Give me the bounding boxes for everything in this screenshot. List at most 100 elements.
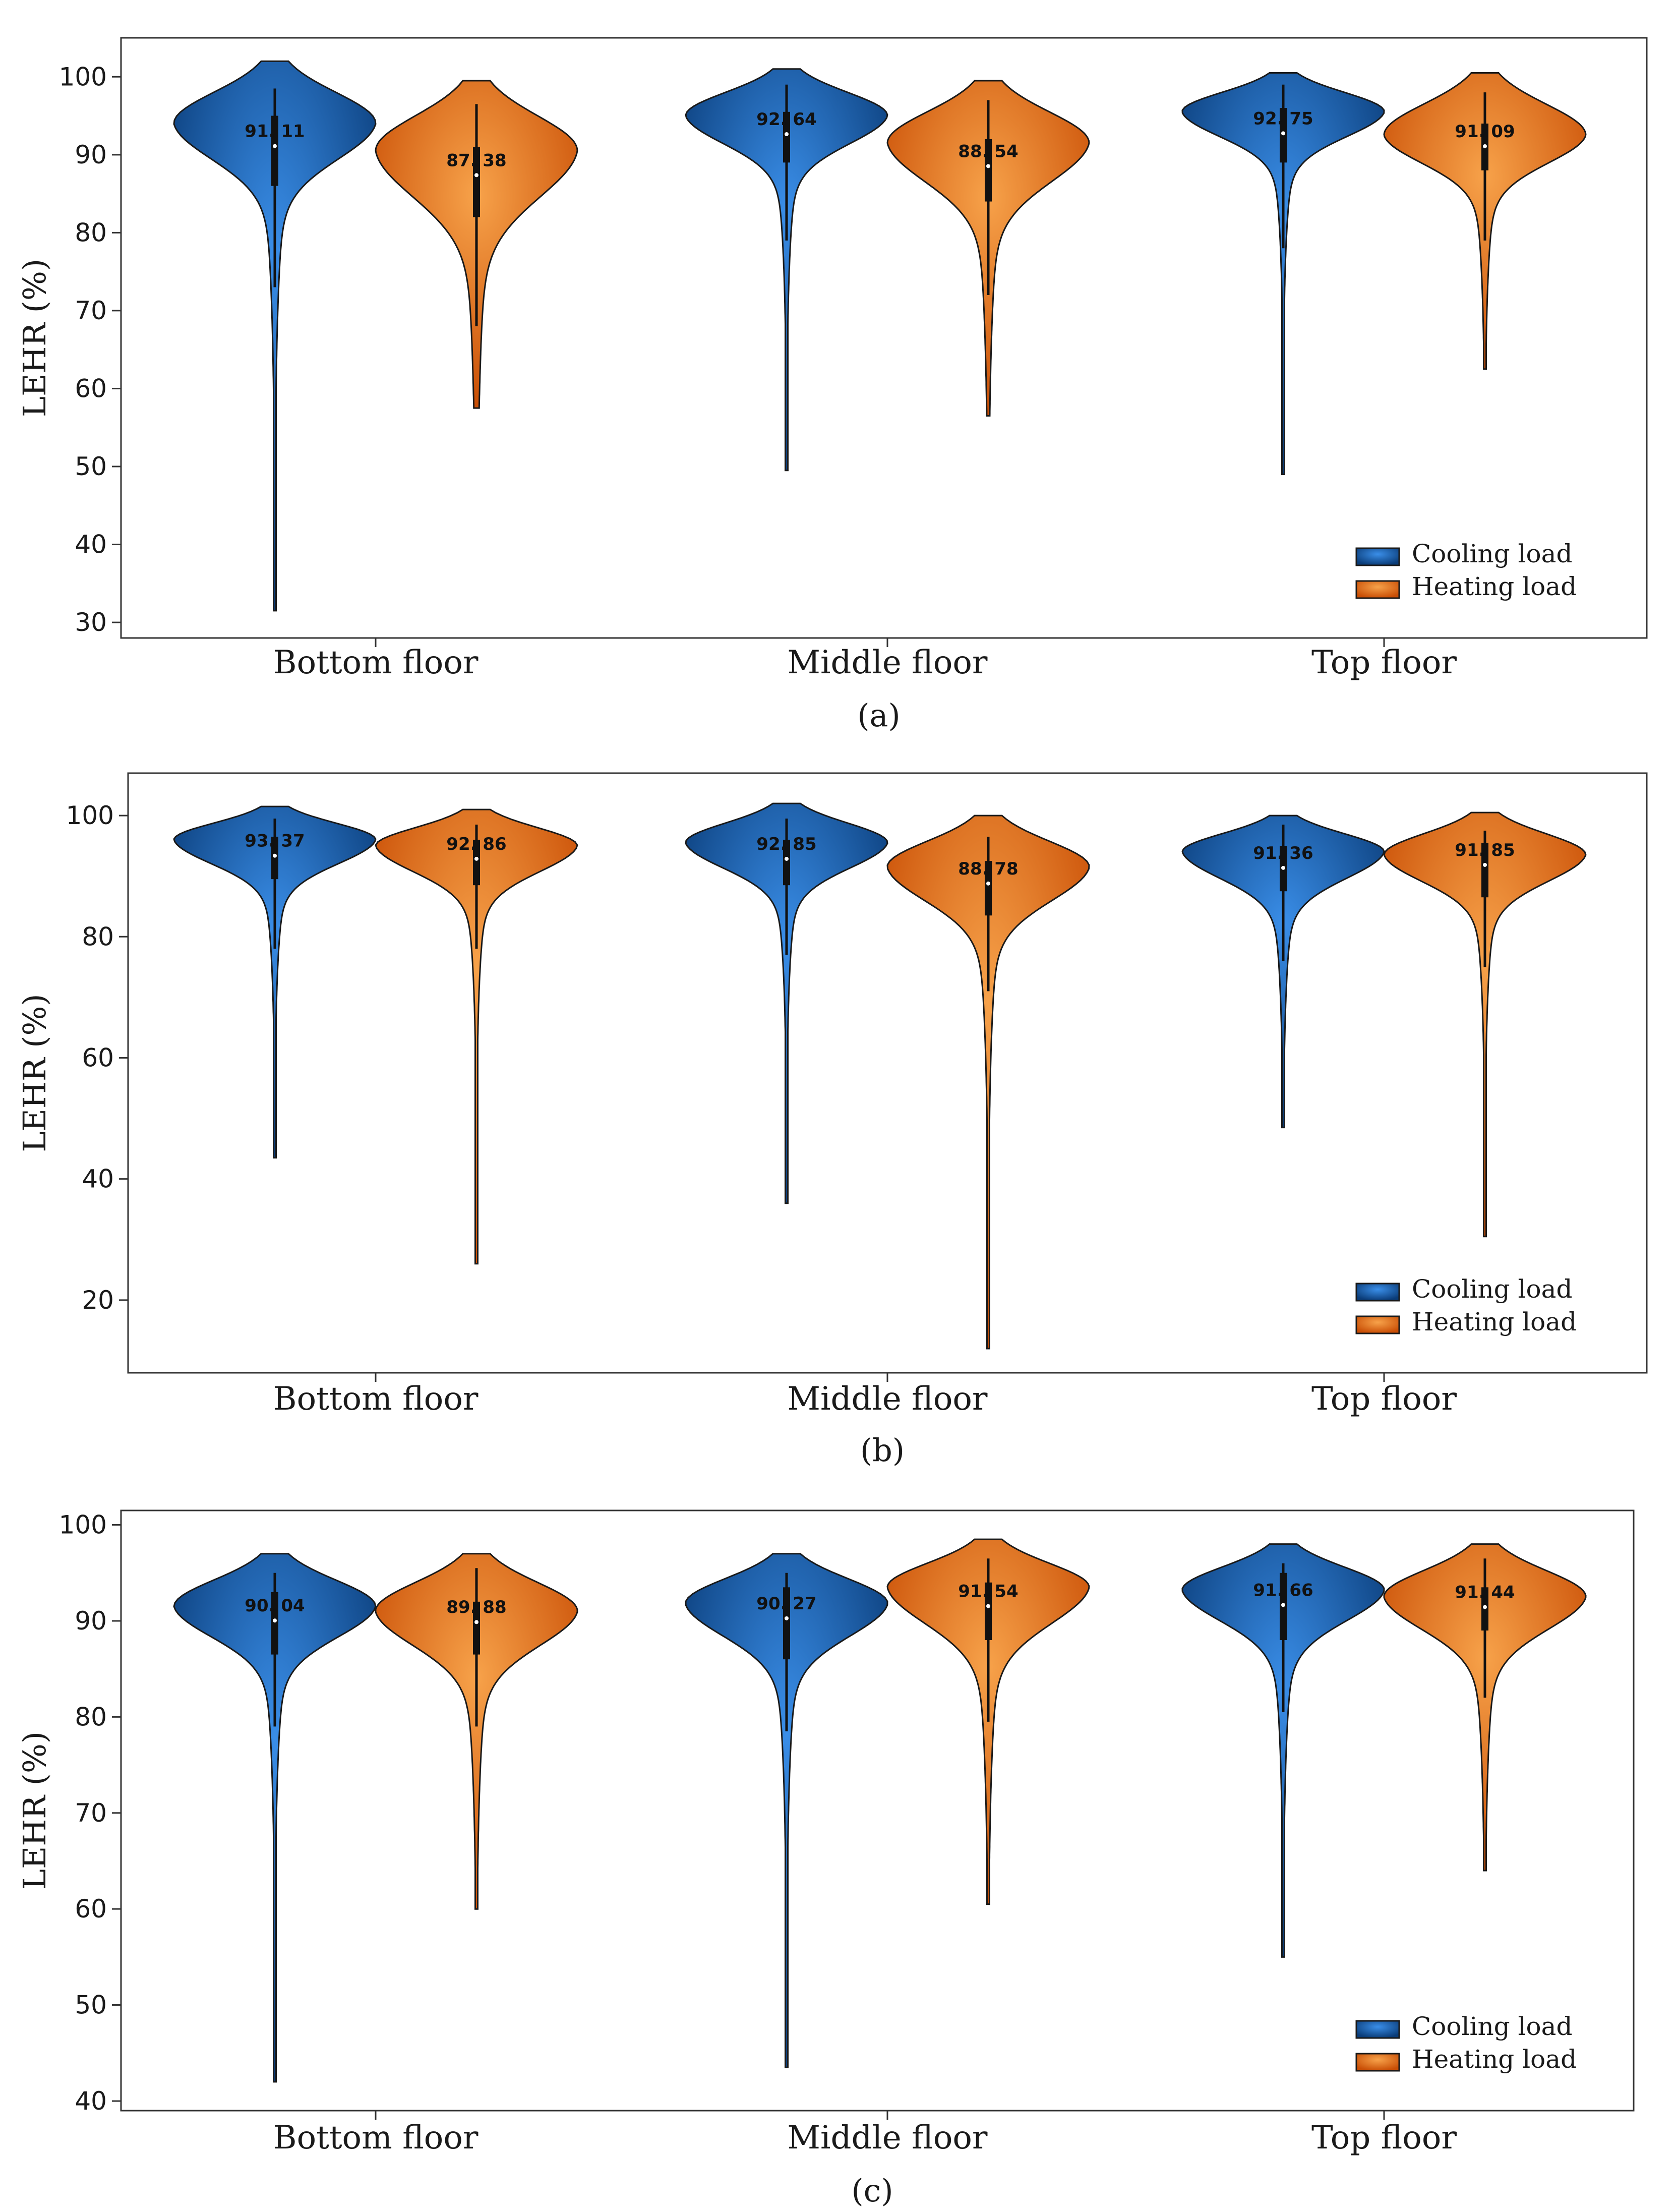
median-dot: [1281, 131, 1285, 136]
y-tick-label: 70: [75, 296, 107, 325]
median-label: 91. 44: [1455, 1583, 1515, 1603]
iqr-box: [473, 1601, 480, 1655]
cooling-violin: [685, 68, 888, 472]
x-category-label: Bottom floor: [273, 2119, 478, 2157]
iqr-box: [271, 115, 278, 186]
median-dot: [986, 164, 990, 168]
median-label: 89. 88: [446, 1597, 506, 1617]
y-tick-label: 40: [75, 530, 107, 559]
median-dot: [986, 1604, 990, 1608]
median-dot: [273, 853, 277, 858]
median-dot: [273, 1618, 277, 1623]
median-dot: [1483, 144, 1487, 148]
legend-swatch-heating: [1355, 1315, 1400, 1334]
median-dot: [1281, 1603, 1285, 1607]
iqr-box: [271, 1592, 278, 1655]
heating-violin: [1383, 1543, 1587, 1872]
y-tick-label: 40: [75, 2086, 107, 2116]
y-tick-label: 60: [82, 1043, 114, 1072]
median-label: 91. 66: [1253, 1580, 1313, 1600]
plot-frame: [120, 1509, 1635, 2112]
x-category-label: Middle floor: [788, 1380, 988, 1418]
median-label: 91. 09: [1455, 122, 1515, 142]
median-dot: [1483, 1605, 1487, 1609]
y-tick-label: 50: [75, 452, 107, 481]
median-label: 91. 54: [958, 1582, 1018, 1602]
iqr-box: [783, 1587, 790, 1660]
median-label: 90. 27: [756, 1594, 816, 1614]
median-label: 90. 04: [245, 1596, 305, 1616]
iqr-box: [473, 840, 480, 886]
chart-panel-b: 20 40 60 80 100 LEHR (%) Bottom floor Middle fl…: [16, 772, 1648, 1469]
heating-violin: [375, 1553, 578, 1910]
heating-violin: [886, 814, 1090, 1350]
legend-swatch-heating: [1355, 580, 1400, 599]
panel-label: (c): [851, 2172, 893, 2209]
x-category-label: Top floor: [1311, 1380, 1457, 1418]
median-label: 92. 86: [446, 834, 506, 854]
median-label: 93. 37: [245, 831, 305, 851]
median-label: 87. 38: [446, 150, 506, 170]
iqr-box: [783, 111, 790, 163]
y-tick-label: 30: [75, 608, 107, 637]
y-tick-label: 80: [75, 218, 107, 247]
cooling-violin: [173, 805, 377, 1159]
median-dot: [1483, 862, 1487, 867]
y-tick-label: 80: [82, 922, 114, 951]
cooling-violin: [685, 1553, 888, 2068]
y-tick-label: 60: [75, 1894, 107, 1924]
legend-label-cooling: Cooling load: [1412, 2012, 1572, 2041]
median-label: 88. 54: [958, 141, 1018, 161]
cooling-violin: [685, 802, 888, 1204]
heating-violin: [375, 808, 578, 1265]
legend-label-cooling: Cooling load: [1412, 539, 1572, 568]
median-label: 91. 11: [245, 122, 305, 142]
legend-label-heating: Heating load: [1412, 2045, 1577, 2074]
median-dot: [273, 144, 277, 148]
heating-violin: [1383, 811, 1587, 1238]
y-tick-label: 20: [82, 1286, 114, 1315]
iqr-box: [985, 1582, 992, 1641]
legend-label-heating: Heating load: [1412, 1307, 1577, 1336]
iqr-box: [1481, 843, 1488, 898]
iqr-box: [985, 861, 992, 916]
panel-label: (a): [857, 697, 900, 734]
median-dot: [474, 1620, 478, 1624]
x-category-label: Top floor: [1311, 2119, 1457, 2157]
median-label: 92. 64: [756, 109, 816, 130]
legend: Cooling load Heating load: [1355, 1274, 1577, 1336]
x-category-label: Bottom floor: [273, 644, 478, 681]
y-tick-label: 100: [59, 62, 107, 91]
legend-swatch-heating: [1355, 2053, 1400, 2072]
median-dot: [474, 173, 478, 178]
y-tick-label: 90: [75, 1606, 107, 1636]
median-dot: [785, 1616, 789, 1620]
plot-frame: [120, 37, 1648, 639]
iqr-box: [473, 147, 480, 217]
legend: Cooling load Heating load: [1355, 2012, 1577, 2074]
median-dot: [1281, 865, 1285, 870]
legend-label-heating: Heating load: [1412, 572, 1577, 601]
median-dot: [785, 856, 789, 861]
chart-panel-a: 30 40 50 60 70 80 90 100 LEHR (%) Bottom floor Mid…: [16, 37, 1648, 734]
iqr-box: [985, 139, 992, 202]
legend-swatch-cooling: [1355, 547, 1400, 566]
median-label: 91. 85: [1455, 840, 1515, 860]
cooling-violin: [1181, 72, 1385, 475]
legend-label-cooling: Cooling load: [1412, 1274, 1572, 1304]
median-label: 88. 78: [958, 859, 1018, 879]
x-category-label: Middle floor: [788, 2119, 988, 2157]
x-category-label: Top floor: [1311, 644, 1457, 681]
chart-panel-c: 40 50 60 70 80 90 100 LEHR (%) Bottom floor Middl…: [16, 1509, 1635, 2209]
y-tick-label: 70: [75, 1798, 107, 1828]
x-category-label: Middle floor: [788, 644, 988, 681]
cooling-violin: [173, 1553, 377, 2083]
y-tick-label: 90: [75, 140, 107, 169]
legend: Cooling load Heating load: [1355, 539, 1577, 601]
median-label: 92. 75: [1253, 108, 1313, 129]
legend-swatch-cooling: [1355, 2020, 1400, 2039]
median-dot: [986, 881, 990, 886]
y-tick-label: 60: [75, 374, 107, 403]
cooling-violin: [173, 60, 377, 612]
